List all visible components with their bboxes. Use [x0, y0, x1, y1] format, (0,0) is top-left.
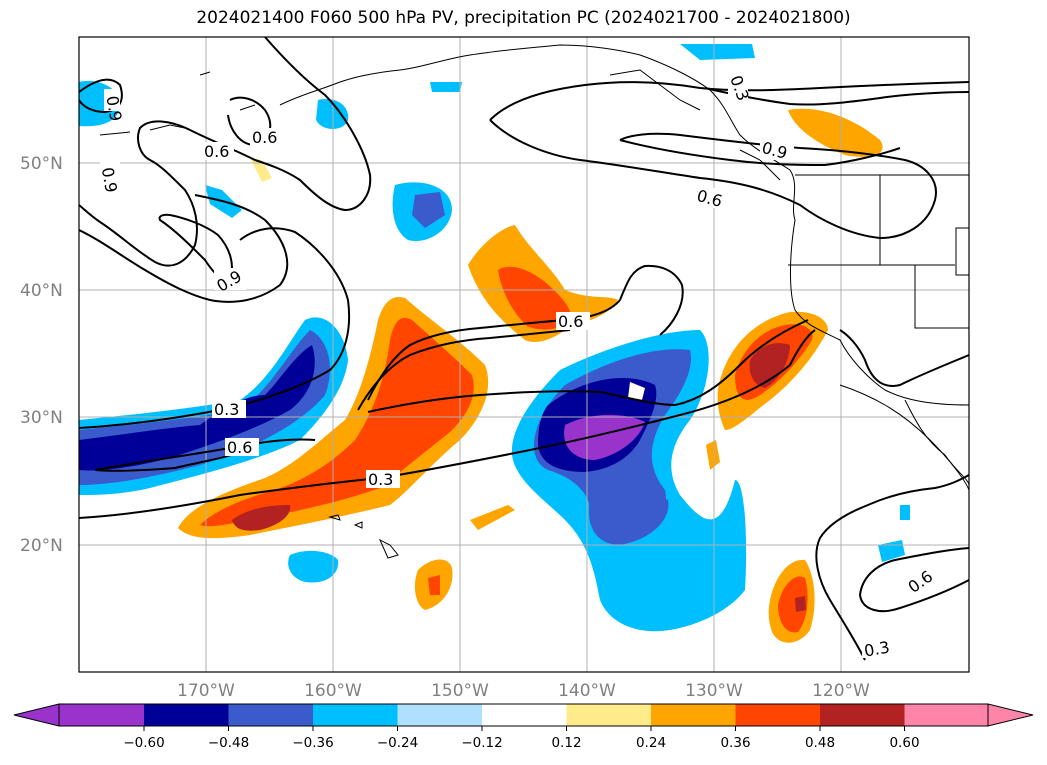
positive-anomaly [498, 266, 571, 330]
negative-anomaly [588, 491, 669, 545]
positive-anomaly [200, 317, 474, 527]
positive-anomaly [749, 343, 790, 388]
colorbar-tick-label: 0.36 [720, 735, 750, 751]
contour-label: 0.6 [252, 128, 277, 147]
contour-label: 0.9 [98, 166, 121, 194]
colorbar-segment [820, 704, 905, 726]
negative-anomaly [564, 414, 645, 460]
negative-anomaly [680, 44, 755, 60]
contour-label: 0.6 [227, 438, 252, 457]
colorbar-tick-label: 0.48 [805, 735, 835, 751]
colorbar-segment [397, 704, 482, 726]
precip-fill [79, 44, 910, 643]
lat-label-40n: 40°N [20, 281, 63, 301]
colorbar-segment [144, 704, 229, 726]
contour-label: 0.6 [558, 312, 583, 331]
colorbar-tick-label: −0.12 [461, 735, 502, 751]
negative-anomaly [412, 192, 445, 228]
lon-label-120w: 120°W [812, 681, 870, 701]
colorbar-tick-label: −0.60 [123, 735, 164, 751]
lat-label-20n: 20°N [20, 536, 63, 556]
positive-anomaly [232, 505, 291, 531]
pv-contours [79, 37, 969, 661]
colorbar-tick-label: −0.36 [292, 735, 333, 751]
positive-anomaly [706, 440, 720, 470]
negative-anomaly [316, 99, 349, 129]
lat-label-50n: 50°N [20, 154, 63, 174]
positive-anomaly [778, 576, 808, 633]
colorbar-segment [482, 704, 567, 726]
colorbar-tick-label: −0.48 [208, 735, 249, 751]
colorbar-tick-label: 0.12 [551, 735, 581, 751]
colorbar-tick-label: 0.24 [636, 735, 666, 751]
colorbar-segment [313, 704, 398, 726]
negative-anomaly [628, 382, 645, 400]
lon-label-140w: 140°W [558, 681, 616, 701]
map-title: 2024021400 F060 500 hPa PV, precipitatio… [196, 8, 851, 28]
colorbar-segment [904, 704, 988, 726]
colorbar-extend-low [13, 703, 60, 727]
negative-anomaly [900, 505, 910, 520]
lon-label-150w: 150°W [431, 681, 489, 701]
colorbar-segment [735, 704, 820, 726]
colorbar-extend-high [987, 703, 1034, 727]
colorbar-tick-label: −0.24 [377, 735, 418, 751]
coastlines [99, 44, 969, 559]
map-frame [78, 36, 970, 673]
colorbar-segment [228, 704, 313, 726]
lon-label-130w: 130°W [685, 681, 743, 701]
contour-label: 0.3 [368, 470, 393, 489]
longitude-labels: 170°W 160°W 150°W 140°W 130°W 120°W [177, 681, 870, 701]
colorbar-segment [566, 704, 651, 726]
negative-anomaly [430, 82, 462, 92]
latitude-labels: 50°N 40°N 30°N 20°N [20, 154, 63, 556]
contour-label: 0.3 [863, 637, 891, 660]
contour-label: 0.3 [214, 400, 239, 419]
contour-label: 0.6 [204, 142, 229, 161]
lon-label-160w: 160°W [304, 681, 362, 701]
lon-label-170w: 170°W [177, 681, 235, 701]
positive-anomaly [428, 575, 440, 595]
colorbar: −0.60 −0.48 −0.36 −0.24 −0.12 0.12 0.24 0.36 0.4… [13, 703, 1034, 751]
positive-anomaly [470, 505, 515, 530]
contour-labels: 0.9 0.6 0.6 0.9 0.9 0.3 0.6 0.3 0.6 0.3 … [98, 70, 939, 661]
colorbar-tick-label: 0.60 [889, 735, 919, 751]
map-area [79, 37, 969, 672]
colorbar-segment [59, 704, 144, 726]
positive-anomaly [788, 108, 883, 157]
positive-anomaly [795, 596, 806, 612]
contour-label: 0.9 [102, 94, 125, 122]
colorbar-segment [651, 704, 736, 726]
negative-anomaly [79, 345, 315, 471]
lat-label-30n: 30°N [20, 408, 63, 428]
positive-anomaly [250, 158, 272, 182]
negative-anomaly [288, 550, 339, 583]
